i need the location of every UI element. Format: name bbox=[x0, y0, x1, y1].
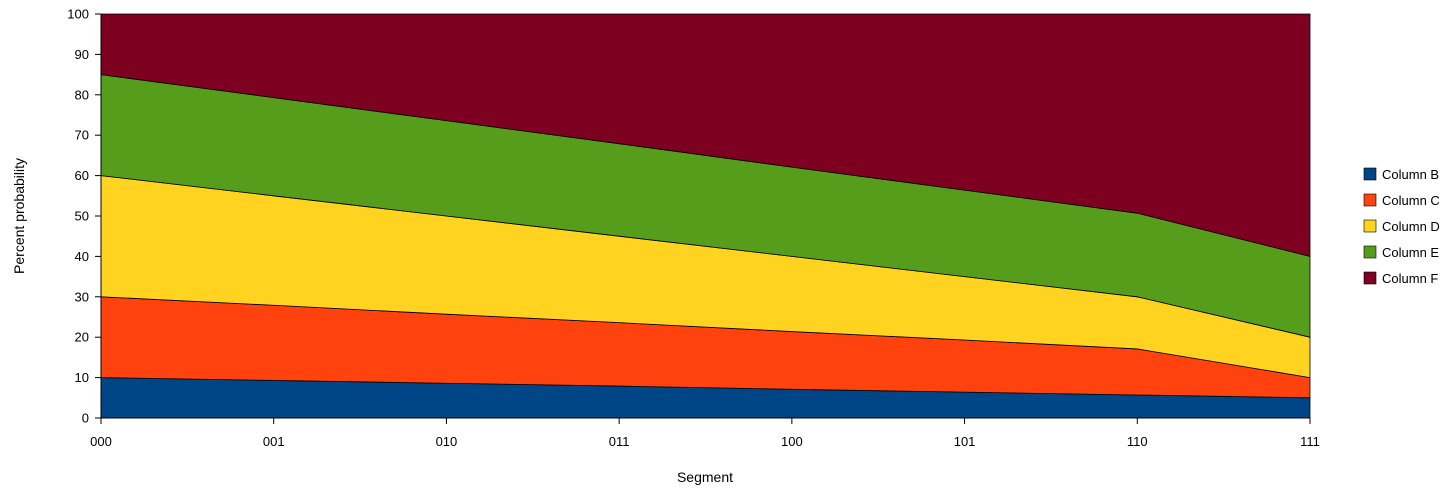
y-tick-label: 0 bbox=[82, 411, 89, 426]
y-tick-label: 50 bbox=[75, 209, 89, 224]
legend-swatch-column-d bbox=[1363, 219, 1377, 233]
x-tick-label: 101 bbox=[954, 434, 976, 449]
legend-label-column-b: Column B bbox=[1382, 167, 1439, 182]
y-axis-ticks: 0 10 20 30 40 50 60 70 80 90 100 bbox=[67, 7, 101, 426]
plot-areas bbox=[100, 13, 1311, 419]
legend-swatch-column-e bbox=[1363, 245, 1377, 259]
legend-swatch-column-f bbox=[1363, 271, 1377, 285]
y-tick-label: 100 bbox=[67, 7, 89, 22]
y-tick-label: 10 bbox=[75, 370, 89, 385]
y-tick-label: 40 bbox=[75, 249, 89, 264]
x-tick-label: 011 bbox=[609, 434, 630, 449]
y-tick-label: 70 bbox=[75, 128, 89, 143]
legend: Column B Column C Column D Column E Column F bbox=[1363, 167, 1440, 286]
y-axis-title: Percent probability bbox=[11, 158, 27, 274]
x-tick-label: 110 bbox=[1127, 434, 1148, 449]
legend-swatch-column-b bbox=[1363, 167, 1377, 181]
legend-swatch-column-c bbox=[1363, 193, 1377, 207]
y-tick-label: 30 bbox=[75, 289, 89, 304]
legend-label-column-c: Column C bbox=[1382, 193, 1440, 208]
x-tick-label: 100 bbox=[781, 434, 803, 449]
x-tick-label: 010 bbox=[436, 434, 458, 449]
x-tick-label: 111 bbox=[1300, 434, 1320, 449]
x-tick-label: 000 bbox=[90, 434, 112, 449]
y-tick-label: 90 bbox=[75, 47, 89, 62]
y-tick-label: 20 bbox=[75, 330, 89, 345]
y-tick-label: 80 bbox=[75, 87, 89, 102]
x-axis-ticks: 000 001 010 011 100 101 110 111 bbox=[90, 418, 1320, 449]
legend-label-column-f: Column F bbox=[1382, 271, 1438, 286]
legend-label-column-d: Column D bbox=[1382, 219, 1440, 234]
area-series-column-f bbox=[100, 13, 1311, 257]
legend-label-column-e: Column E bbox=[1382, 245, 1439, 260]
y-tick-label: 60 bbox=[75, 168, 89, 183]
x-tick-label: 001 bbox=[263, 434, 285, 449]
x-axis-title: Segment bbox=[677, 469, 733, 485]
